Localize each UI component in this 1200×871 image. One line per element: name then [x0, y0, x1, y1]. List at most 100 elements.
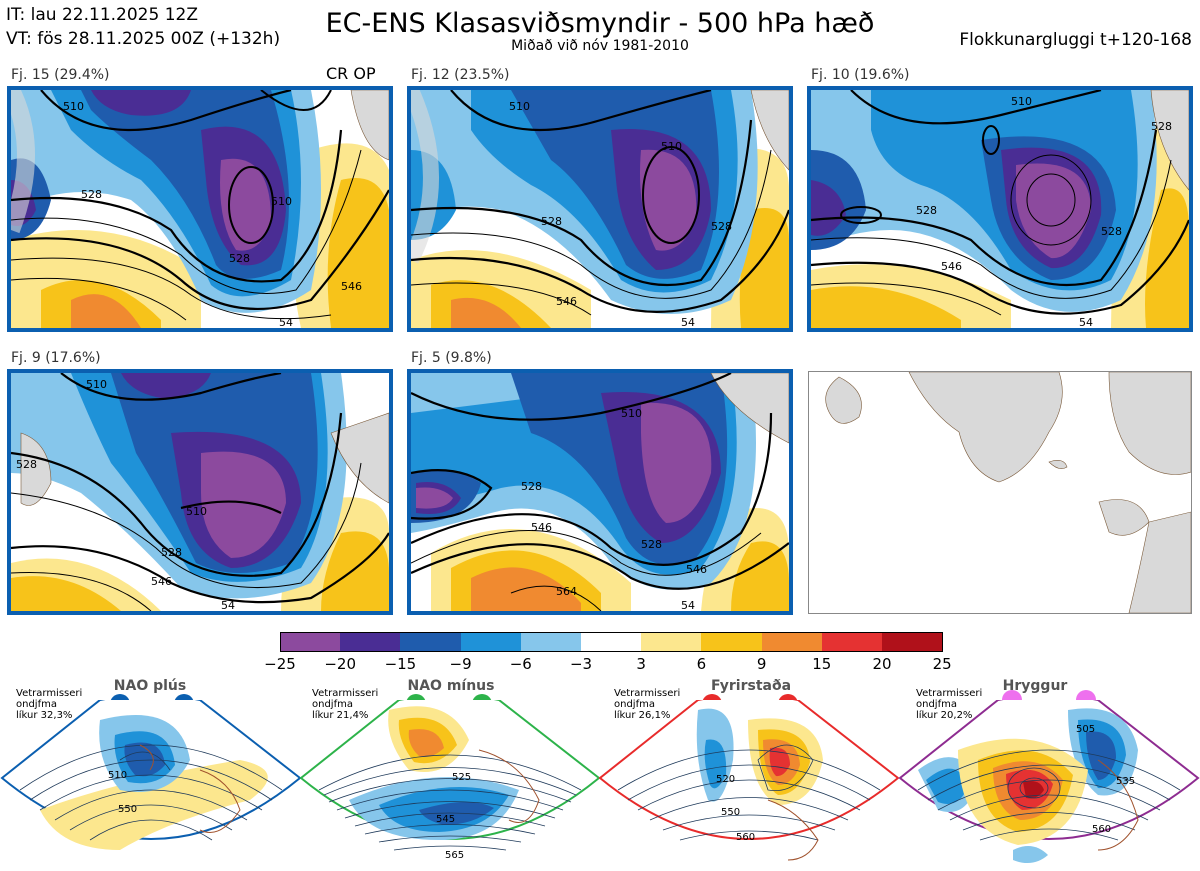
note-line: líkur 26,1% [614, 710, 671, 721]
colorbar-segment [340, 632, 401, 652]
contour-label: 528 [229, 252, 250, 265]
colorbar-tick-label: −3 [569, 655, 593, 673]
contour-label: 546 [151, 575, 172, 588]
colorbar-tick-label: −20 [324, 655, 357, 673]
contour-label: 528 [541, 215, 562, 228]
contour-label: 528 [1151, 120, 1172, 133]
colorbar-tick-label: 25 [932, 655, 952, 673]
colorbar-segment [761, 632, 823, 652]
colorbar-segment [520, 632, 582, 652]
contour-label: 510 [63, 100, 84, 113]
regime-3-title: Fyrirstaða [710, 678, 792, 694]
contour-label: 564 [556, 585, 577, 598]
contour-label: 528 [1101, 225, 1122, 238]
contour-label: 505 [1076, 724, 1095, 735]
cluster-map-4: 510 528 510 528 546 54 [7, 369, 393, 615]
panel-3-label: Fj. 10 (19.6%) [811, 67, 910, 83]
note-line: Vetrarmisseri [312, 688, 379, 699]
note-line: líkur 32,3% [16, 710, 73, 721]
contour-label: 528 [16, 458, 37, 471]
contour-label: 510 [661, 140, 682, 153]
note-line: líkur 21,4% [312, 710, 369, 721]
colorbar-segment [280, 632, 341, 652]
contour-label: 528 [161, 546, 182, 559]
regime-1-note: Vetrarmisseri ondjfma líkur 32,3% [16, 688, 82, 721]
colorbar-segment [400, 632, 462, 652]
contour-label: 560 [736, 832, 755, 843]
regime-4-title: Hryggur [1002, 678, 1068, 694]
note-line: ondjfma [916, 699, 957, 710]
contour-label: 546 [531, 521, 552, 534]
contour-label: 510 [509, 100, 530, 113]
contour-label: 520 [716, 774, 735, 785]
contour-label: 546 [686, 563, 707, 576]
classification-window: Flokkunargluggi t+120-168 [959, 30, 1192, 50]
regime-1-title: NAO plús [113, 678, 187, 694]
panel-1-label: Fj. 15 (29.4%) [11, 67, 110, 83]
note-line: ondjfma [312, 699, 353, 710]
page-subtitle: Miðað við nóv 1981-2010 [511, 38, 689, 54]
page-title: EC-ENS Klasasviðsmyndir - 500 hPa hæð [325, 8, 875, 39]
init-time: IT: lau 22.11.2025 12Z [6, 5, 198, 25]
colorbar-tick-label: −9 [449, 655, 472, 673]
panel-4-label: Fj. 9 (17.6%) [11, 350, 101, 366]
contour-label: 54 [681, 599, 695, 611]
contour-label: 510 [86, 378, 107, 391]
contour-label: 535 [1116, 776, 1135, 787]
note-line: ondjfma [16, 699, 57, 710]
contour-label: 528 [641, 538, 662, 551]
colorbar-tick-label: 9 [756, 655, 767, 673]
contour-label: 528 [711, 220, 732, 233]
cluster-map-1: 510 528 546 528 510 54 [7, 86, 393, 332]
contour-label: 510 [621, 407, 642, 420]
panel-1-op-marker: CR OP [326, 64, 376, 83]
contour-label: 54 [279, 316, 293, 328]
contour-label: 546 [341, 280, 362, 293]
panel-5-label: Fj. 5 (9.8%) [411, 350, 492, 366]
regime-4-note: Vetrarmisseri ondjfma líkur 20,2% [916, 688, 982, 721]
contour-label: 54 [681, 316, 695, 328]
regime-4-map: 505 535 560 [898, 700, 1200, 870]
contour-label: 550 [118, 804, 137, 815]
colorbar-segment [641, 632, 702, 652]
contour-label: 546 [941, 260, 962, 273]
regime-3-map: 520 550 560 [598, 700, 900, 870]
contour-label: 525 [452, 772, 471, 783]
colorbar-tick-label: 15 [812, 655, 832, 673]
note-line: Vetrarmisseri [614, 688, 681, 699]
cluster-map-5: 510 528 546 528 546 564 54 [407, 369, 793, 615]
contour-label: 528 [81, 188, 102, 201]
contour-label: 546 [556, 295, 577, 308]
regime-2-title: NAO mínus [407, 678, 495, 694]
cluster-map-2: 510 510 528 546 528 54 [407, 86, 793, 332]
contour-label: 510 [108, 770, 127, 781]
contour-label: 528 [521, 480, 542, 493]
contour-label: 510 [271, 195, 292, 208]
colorbar-tick-label: 6 [696, 655, 707, 673]
contour-label: 54 [221, 599, 235, 611]
cluster-map-3: 510 528 528 546 528 54 [807, 86, 1193, 332]
contour-label: 510 [1011, 95, 1032, 108]
regime-2-note: Vetrarmisseri ondjfma líkur 21,4% [312, 688, 378, 721]
contour-label: 528 [916, 204, 937, 217]
note-line: líkur 20,2% [916, 710, 973, 721]
colorbar-tick-label: −15 [384, 655, 417, 673]
contour-label: 565 [445, 850, 464, 861]
note-line: ondjfma [614, 699, 655, 710]
note-line: Vetrarmisseri [16, 688, 83, 699]
colorbar-tick-label: 20 [872, 655, 892, 673]
colorbar-segment [882, 632, 943, 652]
blank-map [808, 371, 1192, 614]
note-line: Vetrarmisseri [916, 688, 983, 699]
valid-time: VT: fös 28.11.2025 00Z (+132h) [6, 29, 281, 49]
contour-label: 510 [186, 505, 207, 518]
colorbar-segment [701, 632, 763, 652]
regime-2-map: 525 545 565 [299, 700, 601, 870]
colorbar-segment [460, 632, 522, 652]
regime-1-map: 510 550 [0, 700, 302, 870]
contour-label: 550 [721, 807, 740, 818]
contour-label: 54 [1079, 316, 1093, 328]
colorbar-tick-label: 3 [636, 655, 646, 673]
colorbar-tick-label: −25 [264, 655, 296, 673]
contour-label: 545 [436, 814, 455, 825]
